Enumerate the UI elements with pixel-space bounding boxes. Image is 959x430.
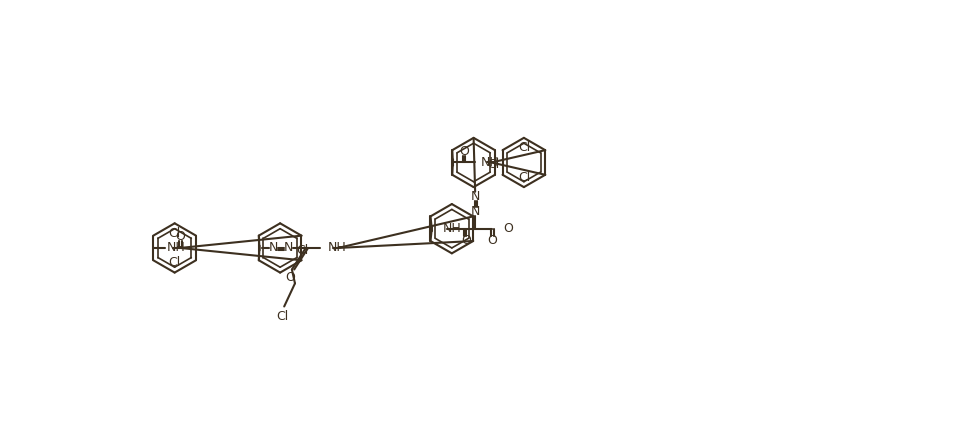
Text: Cl: Cl xyxy=(518,171,530,184)
Text: Cl: Cl xyxy=(487,158,500,171)
Text: Cl: Cl xyxy=(276,310,289,323)
Text: NH: NH xyxy=(327,242,346,255)
Text: O: O xyxy=(461,234,471,247)
Text: N: N xyxy=(284,242,293,255)
Text: O: O xyxy=(487,234,497,247)
Text: Cl: Cl xyxy=(169,256,180,269)
Text: N: N xyxy=(471,190,480,203)
Text: N: N xyxy=(471,205,480,218)
Text: Cl: Cl xyxy=(296,244,309,257)
Text: O: O xyxy=(459,145,469,158)
Text: NH: NH xyxy=(480,156,500,169)
Text: N: N xyxy=(269,242,278,255)
Text: Cl: Cl xyxy=(518,141,530,154)
Text: O: O xyxy=(286,271,295,284)
Text: Cl: Cl xyxy=(169,227,180,240)
Text: O: O xyxy=(503,222,513,235)
Text: O: O xyxy=(175,230,185,243)
Text: NH: NH xyxy=(443,222,461,235)
Text: NH: NH xyxy=(166,242,185,255)
